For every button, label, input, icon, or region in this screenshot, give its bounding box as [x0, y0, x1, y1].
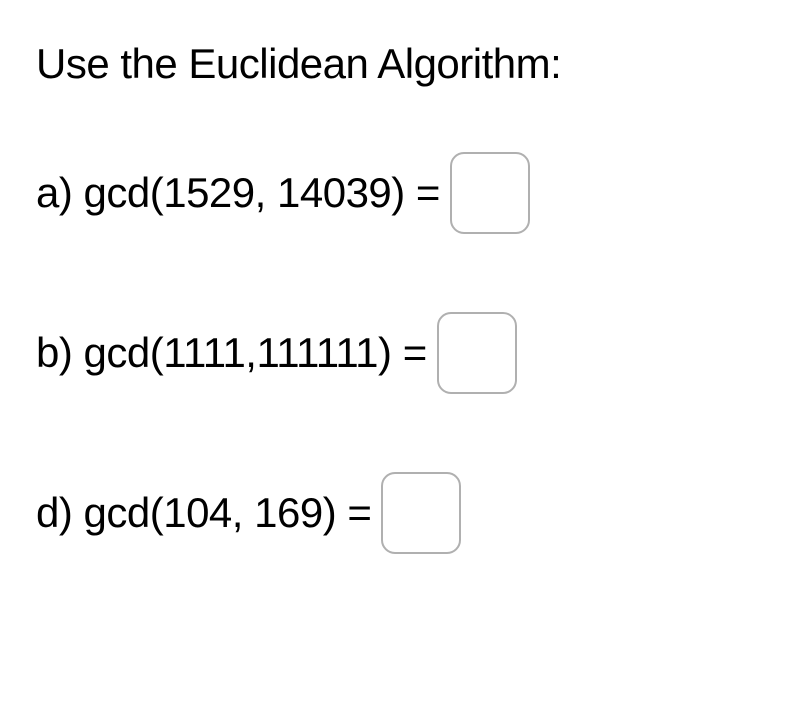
problem-b-label: b) gcd(1111,111111) =	[36, 329, 427, 377]
instruction-heading: Use the Euclidean Algorithm:	[36, 40, 772, 88]
problem-row-d: d) gcd(104, 169) =	[36, 472, 772, 554]
problem-row-a: a) gcd(1529, 14039) =	[36, 152, 772, 234]
problem-b-input[interactable]	[437, 312, 517, 394]
problem-d-label: d) gcd(104, 169) =	[36, 489, 371, 537]
problem-row-b: b) gcd(1111,111111) =	[36, 312, 772, 394]
problem-a-label: a) gcd(1529, 14039) =	[36, 169, 440, 217]
problem-a-input[interactable]	[450, 152, 530, 234]
problem-d-input[interactable]	[381, 472, 461, 554]
